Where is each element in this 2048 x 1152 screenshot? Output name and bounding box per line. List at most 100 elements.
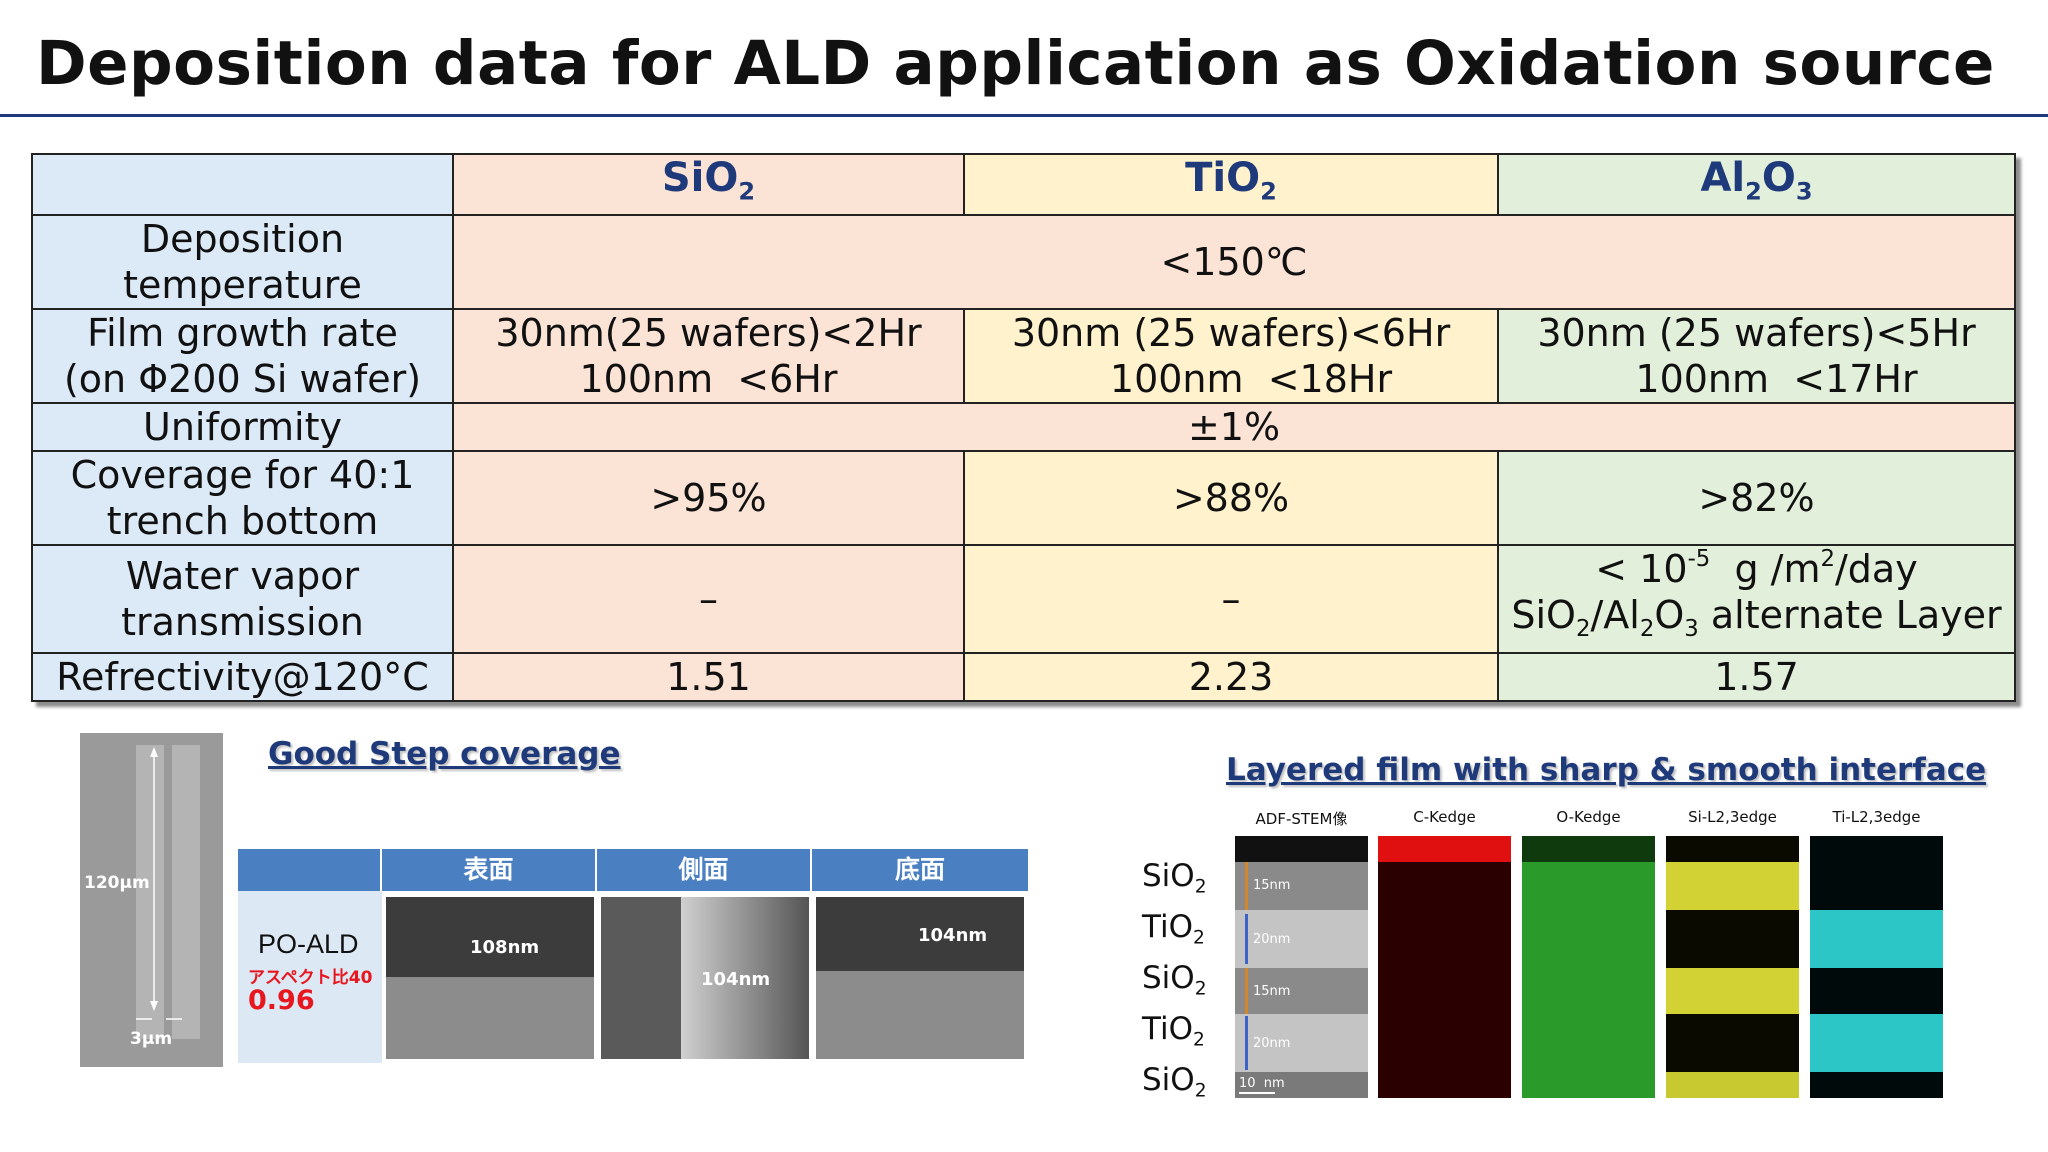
aspect-ratio-label: アスペクト比40 [248, 968, 373, 988]
stem-column-header: ADF-STEM像 [1255, 810, 1348, 828]
map-band [1810, 1014, 1943, 1072]
sem-image-surface: 108nm [386, 897, 594, 1059]
step-coverage-heading: Good Step coverage [268, 736, 621, 772]
refractivity-sio2: 1.51 [452, 652, 965, 703]
map-band [1522, 862, 1655, 1098]
c-kedge-map [1378, 836, 1511, 1098]
process-label: PO-ALD [258, 929, 359, 959]
sem-header-side: 側面 [597, 849, 812, 891]
row-label-wvtr: Water vapor transmission [31, 544, 454, 655]
okedge-column-header: O-Kedge [1556, 808, 1621, 826]
surface-thickness: 108nm [470, 937, 540, 958]
stem-band-sio2 [1235, 968, 1368, 1014]
layer-label: TiO2 [1142, 909, 1205, 949]
header-al2o3: Al2O3 [1497, 152, 2016, 217]
table-row: Deposition temperature <150℃ [31, 214, 2016, 311]
layer-label: SiO2 [1142, 960, 1207, 1000]
header-sio2: SiO2 [452, 152, 965, 217]
stem-band-top [1235, 836, 1368, 862]
stem-layer-thickness: 20nm [1253, 932, 1291, 947]
table-row: Coverage for 40:1 trench bottom >95% >88%… [31, 450, 2016, 547]
row-label-temperature: Deposition temperature [31, 214, 454, 311]
trench-width-label: 3μm [130, 1029, 173, 1049]
table-row: Refrectivity@120°C 1.51 2.23 1.57 [31, 652, 2016, 703]
coverage-al2o3: >82% [1497, 450, 2016, 547]
row-label-growth-rate: Film growth rate (on Φ200 Si wafer) [31, 308, 454, 405]
row-label-uniformity: Uniformity [31, 402, 454, 453]
wvtr-sio2: – [452, 544, 965, 655]
ckedge-column-header: C-Kedge [1413, 808, 1476, 826]
table-row: Uniformity ±1% [31, 402, 2016, 453]
sem-image-side: 104nm [601, 897, 809, 1059]
sem-image-bottom: 104nm [816, 897, 1024, 1059]
sem-comparison-table: 表面 側面 底面 PO-ALD アスペクト比40 0.96 108nm 104n… [238, 849, 1028, 1063]
wvtr-tio2: – [963, 544, 1499, 655]
stem-marker [1245, 1016, 1248, 1070]
o-kedge-map [1522, 836, 1655, 1098]
sem-vacuum-region [816, 897, 1024, 971]
side-thickness: 104nm [701, 969, 771, 990]
map-band [1666, 862, 1799, 910]
refractivity-tio2: 2.23 [963, 652, 1499, 703]
bottom-thickness: 104nm [918, 925, 988, 946]
adf-stem-image: 15nm 20nm 15nm 20nm 10 nm [1235, 836, 1368, 1098]
sem-gap-region [681, 897, 809, 1059]
table-row: Film growth rate (on Φ200 Si wafer) 30nm(… [31, 308, 2016, 405]
sem-substrate-region [816, 971, 1024, 1059]
uniformity-value: ±1% [452, 402, 2016, 453]
trench-depth-label: 120μm [84, 873, 150, 893]
sem-wall-region [601, 897, 681, 1059]
layered-film-heading: Layered film with sharp & smooth interfa… [1226, 752, 1987, 788]
sem-substrate-region [386, 977, 594, 1059]
page-title: Deposition data for ALD application as O… [36, 28, 1995, 99]
map-band [1666, 968, 1799, 1014]
sem-header-bottom: 底面 [812, 849, 1028, 891]
map-band [1810, 910, 1943, 968]
growth-sio2: 30nm(25 wafers)<2Hr 100nm <6Hr [452, 308, 965, 405]
layer-label: TiO2 [1142, 1011, 1205, 1051]
refractivity-al2o3: 1.57 [1497, 652, 2016, 703]
scale-bar [1239, 1092, 1275, 1094]
coverage-ratio: 0.96 [248, 985, 315, 1016]
stem-marker [1245, 914, 1248, 964]
stem-marker [1245, 968, 1248, 1014]
stem-layer-thickness: 15nm [1253, 878, 1291, 893]
ti-edge-map [1810, 836, 1943, 1098]
map-band [1666, 1072, 1799, 1098]
map-band [1522, 836, 1655, 862]
row-label-refractivity: Refrectivity@120°C [31, 652, 454, 703]
growth-tio2: 30nm (25 wafers)<6Hr 100nm <18Hr [963, 308, 1499, 405]
ti-edge-column-header: Ti-L2,3edge [1832, 808, 1921, 826]
growth-al2o3: 30nm (25 wafers)<5Hr 100nm <17Hr [1497, 308, 2016, 405]
stem-layer-thickness: 15nm [1253, 984, 1291, 999]
table-header-row: SiO2 TiO2 Al2O3 [31, 152, 2016, 217]
stem-band-tio2 [1235, 910, 1368, 968]
sem-row-label: PO-ALD アスペクト比40 0.96 [238, 891, 382, 1063]
si-edge-column-header: Si-L2,3edge [1688, 808, 1777, 826]
dimension-arrows [136, 747, 182, 1020]
temperature-value: <150℃ [452, 214, 2016, 311]
stem-band-sio2 [1235, 862, 1368, 910]
header-blank-cell [31, 152, 454, 217]
scale-bar-label: 10 nm [1239, 1076, 1285, 1091]
row-label-coverage: Coverage for 40:1 trench bottom [31, 450, 454, 547]
stem-marker [1245, 862, 1248, 910]
coverage-sio2: >95% [452, 450, 965, 547]
title-underline [0, 114, 2048, 117]
trench-wall-left [136, 745, 164, 1039]
sem-header-surface: 表面 [382, 849, 597, 891]
coverage-tio2: >88% [963, 450, 1499, 547]
layer-label: SiO2 [1142, 1062, 1207, 1102]
layer-label: SiO2 [1142, 858, 1207, 898]
wvtr-al2o3: < 10-5 g /m2/day SiO2/Al2O3 alternate La… [1497, 544, 2016, 655]
sem-vacuum-region [386, 897, 594, 977]
trench-wall-right [172, 745, 200, 1039]
header-tio2: TiO2 [963, 152, 1499, 217]
stem-layer-thickness: 20nm [1253, 1036, 1291, 1051]
sem-header-blank [238, 849, 382, 891]
table-row: Water vapor transmission – – < 10-5 g /m2… [31, 544, 2016, 655]
stem-band-tio2 [1235, 1014, 1368, 1072]
deposition-table: SiO2 TiO2 Al2O3 Deposition temperature <1… [31, 152, 2016, 703]
trench-cross-section-image: 120μm 3μm [80, 733, 223, 1067]
map-band [1378, 836, 1511, 862]
